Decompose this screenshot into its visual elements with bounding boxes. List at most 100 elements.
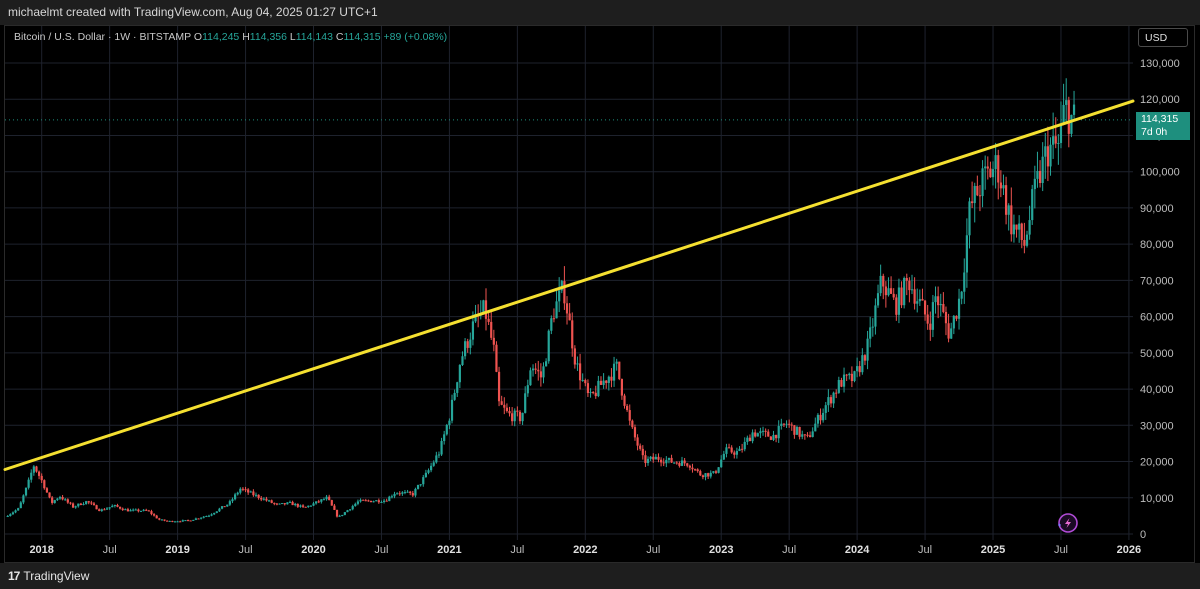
candle-body (620, 379, 623, 396)
candle-body (427, 470, 430, 473)
candle-body (670, 457, 673, 463)
candle-body (785, 423, 788, 425)
candle-body (814, 423, 817, 432)
credit-text: michaelmt created with TradingView.com, … (8, 5, 378, 19)
y-tick-label: 70,000 (1140, 275, 1174, 287)
candle-body (599, 380, 603, 385)
candle-body (129, 510, 132, 512)
candle-body (824, 405, 827, 413)
candle-body (735, 451, 738, 455)
candle-body (406, 491, 409, 493)
open-key: O (193, 31, 203, 43)
price-chart[interactable]: 0 10,000 20,000 30,000 40,000 50,000 60,000 70,… (0, 25, 1200, 563)
candle-body (142, 509, 145, 511)
candle-body (236, 492, 239, 495)
candle-body (688, 465, 691, 468)
candle-body (1038, 170, 1042, 184)
candle-body (64, 499, 67, 501)
candle-body (845, 374, 848, 376)
candle-body (118, 506, 122, 509)
candle-body (497, 371, 501, 402)
candle-body (375, 500, 378, 502)
candle-body (876, 293, 880, 306)
candle-body (132, 509, 135, 511)
candle-body (712, 471, 715, 473)
candle-body (829, 397, 833, 404)
tradingview-logo[interactable]: 17 TradingView (8, 569, 89, 583)
candle-body (490, 321, 493, 338)
candle-body (889, 288, 893, 294)
candle-body (916, 301, 919, 304)
candle-body (550, 318, 553, 331)
candle-body (1067, 100, 1070, 134)
candle-body (939, 304, 942, 306)
candle-body (145, 509, 148, 511)
candle-body (1054, 136, 1057, 144)
x-tick-label: Jul (782, 544, 796, 556)
candle-body (87, 501, 90, 503)
candle-body (861, 355, 864, 373)
open-value: 114,245 (202, 31, 240, 43)
candle-body (385, 500, 388, 502)
candle-body (772, 434, 775, 440)
candle-body (309, 505, 312, 507)
close-key: C (335, 31, 344, 43)
y-tick-label: 50,000 (1140, 348, 1174, 360)
candle-body (210, 514, 213, 516)
candle-body (469, 339, 472, 348)
candle-body (416, 484, 420, 489)
candle-body (529, 370, 532, 386)
candle-body (330, 500, 333, 506)
candle-body (1062, 104, 1065, 124)
candle-body (66, 499, 69, 503)
candle-body (780, 423, 783, 426)
candle-body (283, 503, 286, 505)
candle-body (581, 380, 584, 382)
candle-body (884, 286, 887, 296)
candle-body (445, 424, 448, 435)
candle-body (568, 313, 571, 321)
candle-body (163, 519, 166, 521)
candle-body (37, 471, 41, 476)
candle-body (727, 447, 731, 449)
tradingview-logo-icon: 17 (8, 569, 20, 583)
candle-body (555, 301, 558, 319)
candle-body (822, 412, 825, 421)
candle-body (19, 502, 22, 509)
candle-body (296, 503, 299, 507)
candle-body (741, 448, 744, 450)
candle-body (586, 383, 590, 394)
candle-body (482, 300, 485, 314)
candle-body (260, 497, 263, 500)
candle-body (1020, 223, 1023, 240)
candle-body (900, 287, 903, 306)
low-key: L (289, 31, 296, 43)
candle-body (795, 426, 799, 435)
x-tick-label: Jul (918, 544, 932, 556)
candle-body (971, 201, 974, 204)
currency-button[interactable]: USD (1138, 28, 1188, 47)
candle-body (288, 501, 292, 503)
candle-body (545, 361, 548, 367)
candle-body (1025, 234, 1029, 246)
candle-body (139, 510, 143, 512)
candle-body (474, 313, 477, 322)
candle-body (61, 497, 64, 500)
candle-body (184, 520, 187, 522)
candle-body (754, 432, 757, 437)
candle-body (777, 425, 780, 439)
candle-body (1057, 142, 1060, 144)
footer-bar: 17 TradingView (0, 563, 1200, 589)
candle-body (147, 510, 150, 512)
candle-body (986, 166, 989, 169)
candle-body (675, 462, 678, 464)
candle-body (79, 503, 82, 505)
candle-body (155, 515, 158, 519)
candle-body (696, 469, 699, 472)
candle-body (840, 380, 843, 387)
candle-body (539, 371, 542, 378)
candle-body (22, 495, 25, 503)
candle-body (526, 385, 529, 394)
candle-body (414, 488, 417, 496)
candle-body (186, 520, 190, 522)
